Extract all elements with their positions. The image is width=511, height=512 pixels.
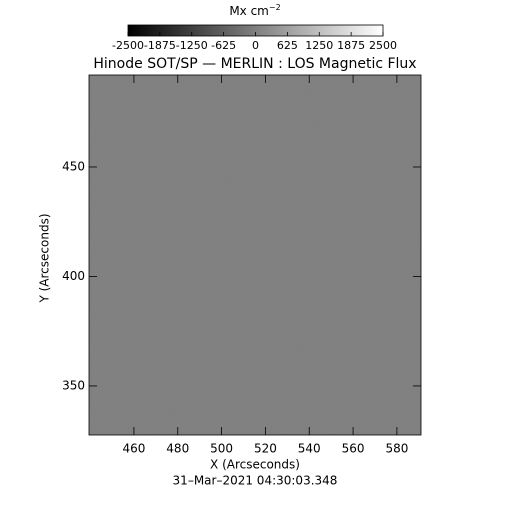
colorbar-tick-label: 625	[277, 39, 298, 52]
x-tick-label: 480	[166, 442, 189, 456]
y-tick-label: 400	[62, 269, 85, 283]
chart-title: Hinode SOT/SP — MERLIN : LOS Magnetic Fl…	[93, 56, 416, 72]
colorbar-tick-label: 1875	[337, 39, 365, 52]
x-tick-label: 520	[254, 442, 277, 456]
x-axis-label: X (Arcseconds)	[210, 458, 300, 472]
colorbar-tick-label: -1875	[144, 39, 176, 52]
x-tick-label: 460	[122, 442, 145, 456]
x-tick-label: 560	[342, 442, 365, 456]
y-axis-label: Y (Arcseconds)	[38, 213, 52, 303]
colorbar-tick-label: -1250	[176, 39, 208, 52]
plot-frame	[88, 74, 422, 436]
colorbar-tick-label: 2500	[369, 39, 397, 52]
date-label: 31–Mar–2021 04:30:03.348	[173, 474, 338, 488]
x-tick-label: 500	[210, 442, 233, 456]
colorbar-tick-label: -2500	[112, 39, 144, 52]
y-tick-label: 450	[62, 159, 85, 173]
colorbar-tick-label: -625	[211, 39, 236, 52]
x-tick-label: 540	[298, 442, 321, 456]
x-tick-label: 580	[385, 442, 408, 456]
y-tick-label: 350	[62, 378, 85, 392]
image-texture	[89, 75, 421, 435]
colorbar-tick-label: 1250	[305, 39, 333, 52]
colorbar-tick-label: 0	[252, 39, 259, 52]
colorbar-label: Mx cm−2	[229, 3, 280, 18]
